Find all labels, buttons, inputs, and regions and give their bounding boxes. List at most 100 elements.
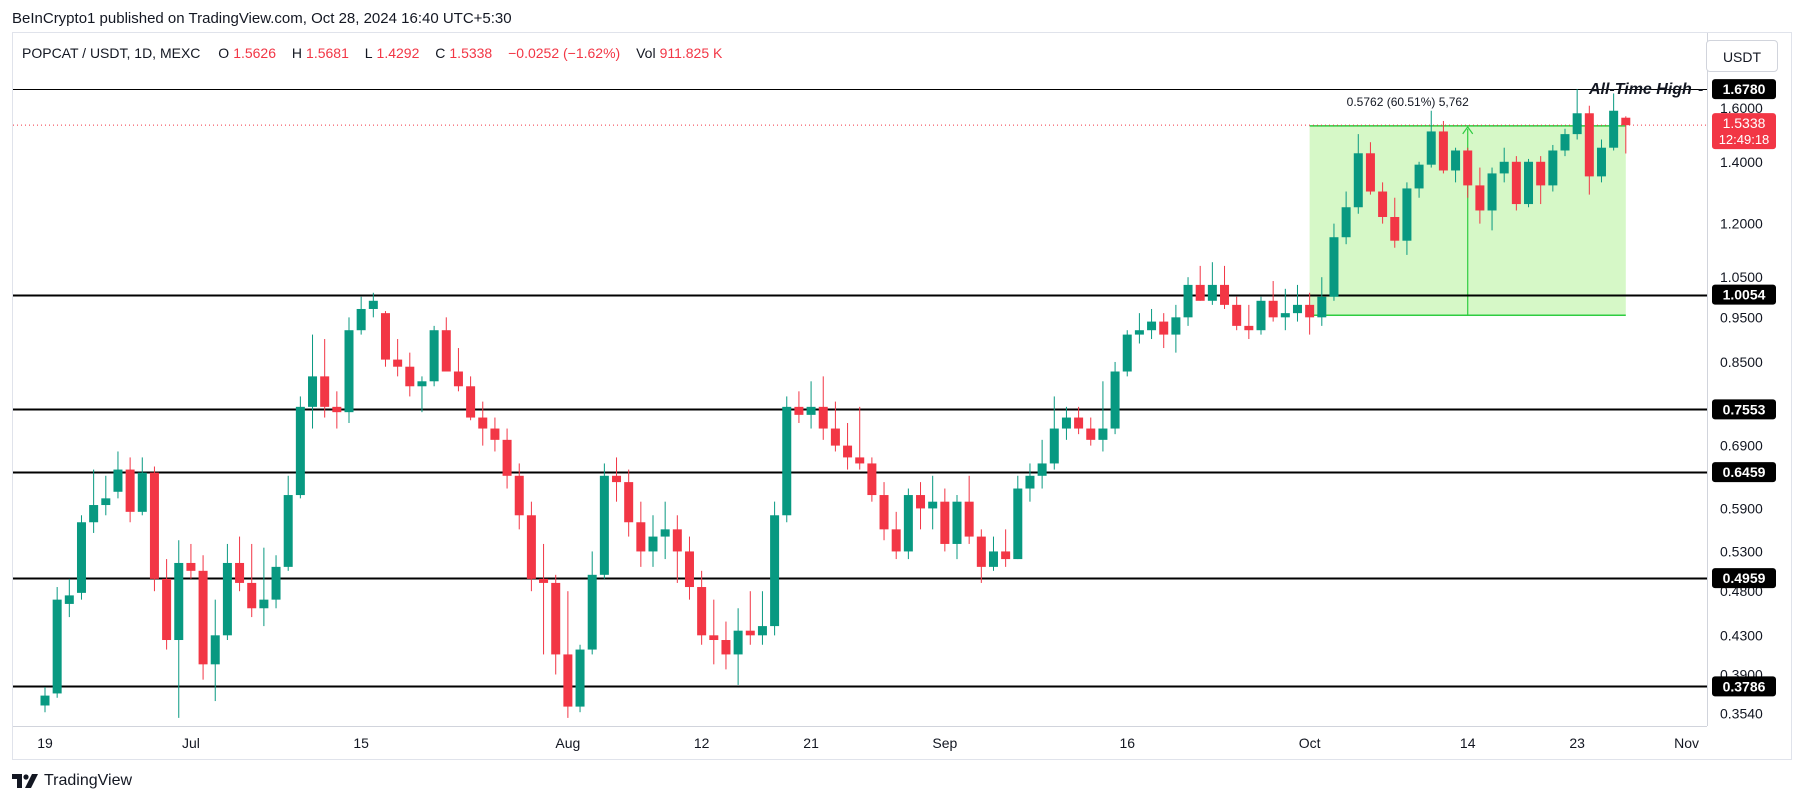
price-level-label: 0.4959 — [1723, 570, 1766, 586]
volume-label: Vol — [636, 45, 656, 61]
candle-body — [770, 515, 780, 627]
candle-body — [1268, 300, 1278, 318]
candle-body — [1232, 304, 1242, 326]
candle-body — [235, 562, 245, 583]
ohlc-legend: POPCAT / USDT, 1D, MEXC O 1.5626 H 1.5681 … — [22, 45, 734, 61]
candle-body — [1609, 110, 1619, 148]
candle-body — [332, 406, 342, 413]
candle-body — [393, 359, 403, 367]
candle-body — [1134, 330, 1144, 335]
high-label: H — [291, 45, 303, 61]
candle-body — [1110, 371, 1120, 429]
x-tick-label: Oct — [1299, 735, 1321, 751]
candle-body — [1487, 173, 1497, 211]
x-tick-label: 19 — [37, 735, 53, 751]
high-value: 1.5681 — [306, 45, 349, 61]
current-price-badge — [1712, 113, 1776, 150]
candle-body — [1499, 161, 1509, 174]
candle-body — [259, 599, 269, 609]
candle-body — [1584, 113, 1594, 177]
y-tick-label: 0.5900 — [1720, 500, 1763, 516]
ath-annotation-dash: - — [1698, 81, 1703, 98]
price-level-badge — [1712, 79, 1776, 100]
candle-body — [575, 649, 585, 707]
candle-body — [1353, 153, 1363, 208]
x-tick-label: Sep — [932, 735, 957, 751]
candle-body — [1378, 191, 1388, 217]
candle-body — [660, 529, 670, 537]
candle-body — [879, 495, 889, 530]
tradingview-logo-icon — [12, 774, 38, 788]
candle-body — [76, 522, 86, 593]
candle-body — [466, 386, 476, 418]
publish-info: BeInCrypto1 published on TradingView.com… — [12, 10, 512, 27]
candle-body — [1402, 188, 1412, 241]
candle-body — [1074, 417, 1084, 429]
brand-label: TradingView — [44, 772, 133, 789]
candle-body — [198, 570, 208, 665]
candle-body — [757, 626, 767, 636]
measure-label: 0.5762 (60.51%) 5,762 — [1347, 95, 1469, 109]
candle-body — [186, 562, 196, 571]
candle-body — [344, 330, 354, 413]
y-tick-label: 1.6000 — [1720, 100, 1763, 116]
candle-body — [1621, 117, 1631, 126]
candle-body — [672, 529, 682, 552]
ath-annotation: All-Time High — [1588, 81, 1692, 98]
candle-body — [1426, 131, 1436, 165]
price-level-label: 0.7553 — [1723, 401, 1766, 417]
y-tick-label: 0.5300 — [1720, 543, 1763, 559]
candle-body — [624, 482, 634, 523]
measure-arrow-head — [1462, 125, 1474, 135]
candle-body — [1098, 428, 1108, 440]
currency-button[interactable]: USDT — [1706, 40, 1778, 72]
candle-body — [478, 417, 488, 429]
footer-brand[interactable]: TradingView — [12, 772, 132, 790]
candle-body — [1475, 185, 1485, 211]
candle-body — [490, 428, 500, 440]
candle-body — [1560, 134, 1570, 151]
candle-body — [137, 472, 147, 512]
candle-body — [210, 635, 220, 665]
chart-frame — [12, 32, 1792, 760]
y-tick-label: 0.6900 — [1720, 438, 1763, 454]
open-value: 1.5626 — [233, 45, 277, 61]
price-level-label: 1.0054 — [1723, 287, 1766, 303]
candle-body — [1524, 161, 1534, 205]
candle-body — [380, 313, 390, 360]
candle-body — [441, 330, 451, 372]
candle-body — [429, 330, 439, 382]
candle-body — [1536, 161, 1546, 186]
candle-body — [928, 501, 938, 509]
candle-body — [1414, 164, 1424, 189]
price-level-badge — [1712, 284, 1776, 305]
candle-body — [1086, 428, 1096, 440]
candle-body — [1147, 321, 1157, 331]
x-tick-label: Nov — [1674, 735, 1699, 751]
x-tick-label: 14 — [1460, 735, 1476, 751]
open-label: O — [218, 45, 230, 61]
candle-body — [1305, 304, 1315, 318]
price-level-badge — [1712, 462, 1776, 483]
candle-body — [368, 300, 378, 309]
candle-body — [1390, 216, 1400, 241]
y-tick-label: 1.2000 — [1720, 216, 1763, 232]
candle-body — [64, 595, 74, 604]
candle-body — [551, 582, 561, 655]
x-tick-label: 15 — [353, 735, 369, 751]
symbol-label[interactable]: POPCAT / USDT, 1D, MEXC — [22, 45, 201, 61]
candle-body — [526, 515, 536, 579]
candle-body — [648, 536, 658, 552]
candle-body — [405, 366, 415, 387]
candle-body — [89, 505, 99, 523]
volume-value: 911.825 K — [659, 45, 723, 61]
candle-body — [964, 501, 974, 537]
candle-body — [1341, 207, 1351, 238]
price-level-badge — [1712, 399, 1776, 420]
candle-body — [818, 406, 828, 429]
candle-body — [599, 475, 609, 575]
candle-body — [295, 406, 305, 496]
candle-body — [891, 529, 901, 552]
candle-body — [125, 469, 135, 512]
